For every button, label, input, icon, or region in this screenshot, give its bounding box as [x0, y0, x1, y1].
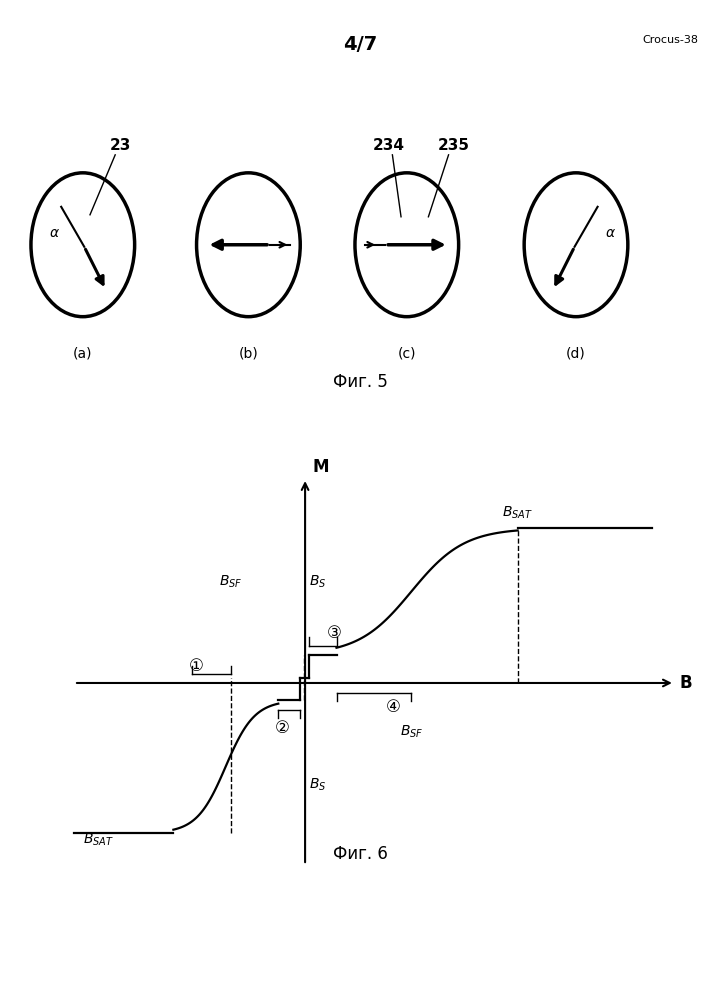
Text: (d): (d) [566, 347, 586, 361]
Text: ②: ② [274, 719, 289, 737]
Text: 234: 234 [373, 138, 405, 153]
Text: (c): (c) [397, 347, 416, 361]
Text: (b): (b) [238, 347, 258, 361]
Text: 235: 235 [438, 138, 469, 153]
Text: $B_S$: $B_S$ [310, 776, 327, 792]
Text: 4/7: 4/7 [343, 35, 377, 54]
Text: Crocus-38: Crocus-38 [642, 35, 698, 45]
Text: Фиг. 5: Фиг. 5 [333, 373, 387, 391]
Text: 23: 23 [109, 138, 131, 153]
Text: $\alpha$: $\alpha$ [605, 226, 616, 240]
Text: B: B [680, 674, 692, 692]
Text: $B_{SAT}$: $B_{SAT}$ [502, 505, 533, 521]
Text: $B_S$: $B_S$ [310, 573, 327, 589]
Text: $\alpha$: $\alpha$ [48, 226, 60, 240]
Text: ①: ① [189, 656, 204, 674]
Text: (a): (a) [73, 347, 93, 361]
Text: M: M [312, 458, 328, 476]
Text: ④: ④ [385, 697, 400, 715]
Text: ③: ③ [326, 624, 341, 642]
Text: $B_{SF}$: $B_{SF}$ [400, 724, 423, 740]
Text: $B_{SF}$: $B_{SF}$ [220, 573, 243, 589]
Text: $B_{SAT}$: $B_{SAT}$ [84, 832, 114, 848]
Text: Фиг. 6: Фиг. 6 [333, 845, 387, 863]
